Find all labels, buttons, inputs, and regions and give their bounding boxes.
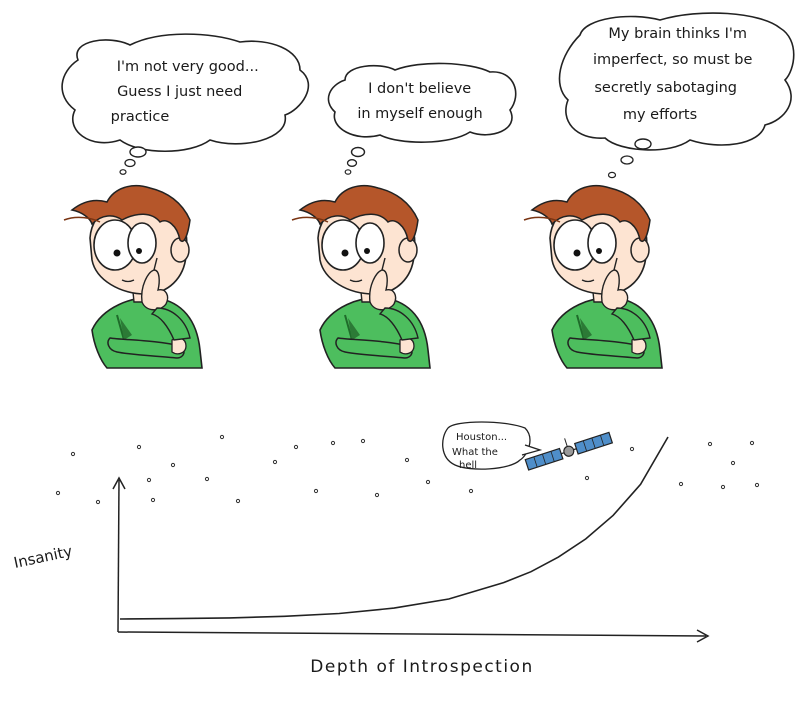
chart: Insanity Depth of Introspection (12, 436, 710, 677)
satellite-speech-bubble: Houston... What the hell (442, 421, 543, 471)
svg-text:My brain thinks I'm impe: My brain thinks I'm imperfect, so must b… (593, 26, 757, 123)
thought-2-line-2: in myself enough (357, 106, 482, 122)
insanity-curve (119, 436, 669, 620)
thought-3-line-2: imperfect, so must be (593, 52, 753, 68)
thought-2-line-1: I don't believe (368, 81, 471, 97)
svg-text:I don't believe in mysel: I don't believe in myself enough (357, 81, 482, 122)
satellite-speech-line-1: Houston... (456, 432, 507, 443)
y-axis-label: Insanity (12, 542, 74, 572)
y-axis (117, 479, 120, 633)
y-axis-arrow (112, 476, 126, 490)
thought-bubble-1: I'm not very good... Guess I just need p… (61, 33, 310, 175)
thought-bubble-2: I don't believe in myself enough (327, 62, 517, 175)
thought-3-line-1: My brain thinks I'm (608, 26, 747, 42)
satellite-speech-line-2: What the (452, 447, 498, 458)
svg-text:I'm not very good... Gue: I'm not very good... Guess I just need p… (111, 59, 264, 125)
thought-bubble-3: My brain thinks I'm imperfect, so must b… (558, 12, 795, 179)
thinker-2 (291, 184, 431, 369)
x-axis-arrow (696, 629, 710, 643)
thinker-1 (63, 184, 203, 369)
thought-1-line-2: Guess I just need (117, 84, 242, 100)
thought-1-line-1: I'm not very good... (117, 59, 259, 75)
satellite-body (563, 445, 575, 457)
svg-text:Houston... What the: Houston... What the hell (452, 432, 510, 471)
star-field (55, 434, 760, 505)
satellite (524, 431, 614, 471)
x-axis-label: Depth of Introspection (310, 657, 533, 677)
thought-1-line-3: practice (111, 109, 170, 125)
thought-3-line-3: secretly sabotaging (594, 80, 737, 96)
thought-3-line-4: my efforts (623, 107, 697, 123)
satellite-speech-line-3: hell (459, 460, 477, 471)
thinker-3 (523, 184, 663, 369)
x-axis (117, 631, 707, 637)
